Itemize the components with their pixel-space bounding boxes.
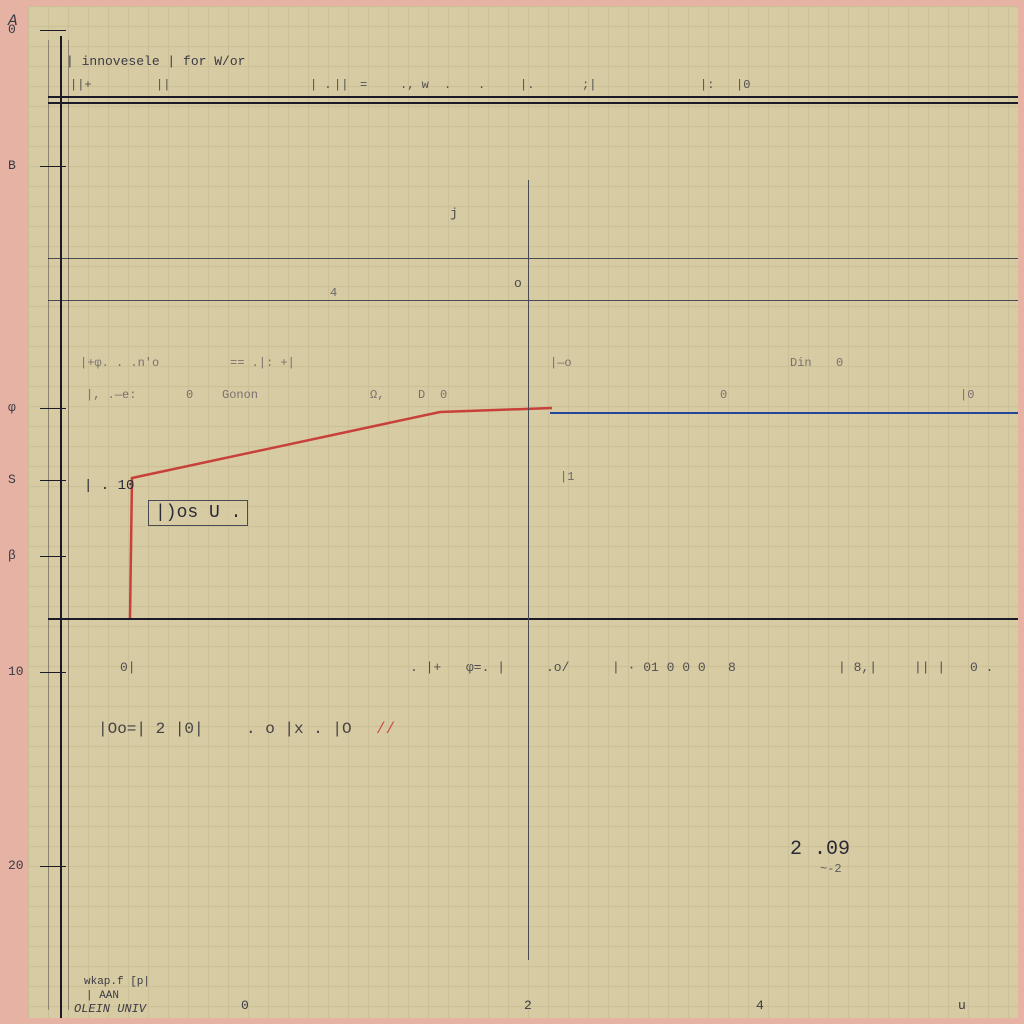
annotation-9: 4 (330, 286, 337, 300)
scribble-r2-8: |0 (960, 388, 974, 402)
scribble-r3-1: . |+ (410, 660, 441, 675)
scribble-r2-6: 0 (720, 388, 727, 402)
v-rule-1 (528, 180, 529, 960)
scribble-r0-5: ., w (400, 78, 429, 92)
chart-title: | innovesele | for W/or (66, 54, 245, 69)
y-tick-6: 20 (8, 858, 24, 873)
scribble-r2-3: Ω, (370, 388, 384, 402)
annotation-6: j (450, 206, 458, 221)
x-tick-0: 0 (241, 998, 249, 1013)
scribble-r1-1: == .|: +| (230, 356, 295, 370)
y-axis-ruler-2 (68, 40, 69, 1010)
y-tick-mark-1 (40, 166, 66, 167)
scribble-r0-1: || (156, 78, 170, 92)
scribble-r2-1: 0 (186, 388, 193, 402)
scribble-r4-1: . o |x . |O (246, 720, 352, 738)
scribble-r4-2: // (376, 720, 395, 738)
h-rule-3 (48, 300, 1018, 301)
scribble-r3-3: .o/ (546, 660, 569, 675)
y-tick-3: S (8, 472, 16, 487)
y-tick-4: β (8, 548, 16, 563)
annotation-4: | AAN (86, 990, 119, 1002)
scribble-r2-4: D (418, 388, 425, 402)
y-tick-mark-3 (40, 480, 66, 481)
scribble-r0-8: |. (520, 78, 534, 92)
y-tick-mark-0 (40, 30, 66, 31)
scribble-r0-6: . (444, 78, 451, 92)
annotation-8: |1 (560, 470, 574, 484)
graph-paper: | innovesele | for W/or A0BφSβ1020OLEIN … (28, 6, 1018, 1018)
scribble-r0-3: || (334, 78, 348, 92)
annotation-5: | . 10 (84, 478, 134, 494)
scribble-r4-0: |Oo=| 2 |0| (98, 720, 204, 738)
scribble-r0-9: ;| (582, 78, 596, 92)
x-tick-3: u (958, 998, 966, 1013)
h-rule-5 (550, 412, 1018, 414)
scribble-r3-0: 0| (120, 660, 136, 675)
scribble-r1-4: 0 (836, 356, 843, 370)
h-rule-4 (48, 618, 1018, 620)
scribble-r1-2: |—o (550, 356, 572, 370)
y-tick-mark-4 (40, 556, 66, 557)
scribble-r2-2: Gonon (222, 388, 258, 402)
scribble-r3-5: 8 (728, 660, 736, 675)
x-axis-label: OLEIN UNIV (74, 1002, 146, 1016)
scribble-r0-4: = (360, 78, 367, 92)
scribble-r0-2: | . (310, 78, 332, 92)
scribble-r0-11: |0 (736, 78, 750, 92)
scribble-r0-0: ||+ (70, 78, 92, 92)
y-axis-ruler-1 (60, 40, 61, 1010)
y-tick-2: φ (8, 400, 16, 415)
scribble-r1-3: Din (790, 356, 812, 370)
y-tick-mark-6 (40, 866, 66, 867)
x-tick-1: 2 (524, 998, 532, 1013)
y-tick-1: B (8, 158, 16, 173)
y-tick-mark-2 (40, 408, 66, 409)
scribble-r3-2: φ=. | (466, 660, 505, 675)
scribble-r1-0: |+φ. . .n'o (80, 356, 159, 370)
scribble-r0-10: |: (700, 78, 714, 92)
y-tick-mark-5 (40, 672, 66, 673)
annotation-7: o (514, 276, 522, 291)
h-rule-0 (48, 96, 1018, 98)
y-tick-5: 10 (8, 664, 24, 679)
h-rule-2 (48, 258, 1018, 259)
scribble-r0-7: . (478, 78, 485, 92)
h-rule-1 (48, 102, 1018, 104)
y-axis-ruler-0 (48, 40, 49, 1010)
scribble-r3-4: | · 01 0 0 0 (612, 660, 706, 675)
scribble-r2-0: |, .—e: (86, 388, 136, 402)
scribble-r2-5: 0 (440, 388, 447, 402)
scribble-r3-8: 0 . (970, 660, 993, 675)
scribble-r3-6: | 8,| (838, 660, 877, 675)
scribble-r3-7: || | (914, 660, 945, 675)
annotation-0: |)os U . (148, 500, 248, 526)
x-tick-2: 4 (756, 998, 764, 1013)
annotation-2: ~-2 (820, 862, 842, 876)
y-tick-0: 0 (8, 22, 16, 37)
annotation-1: 2 .09 (790, 838, 850, 861)
annotation-3: wkap.f [p| (84, 976, 150, 988)
